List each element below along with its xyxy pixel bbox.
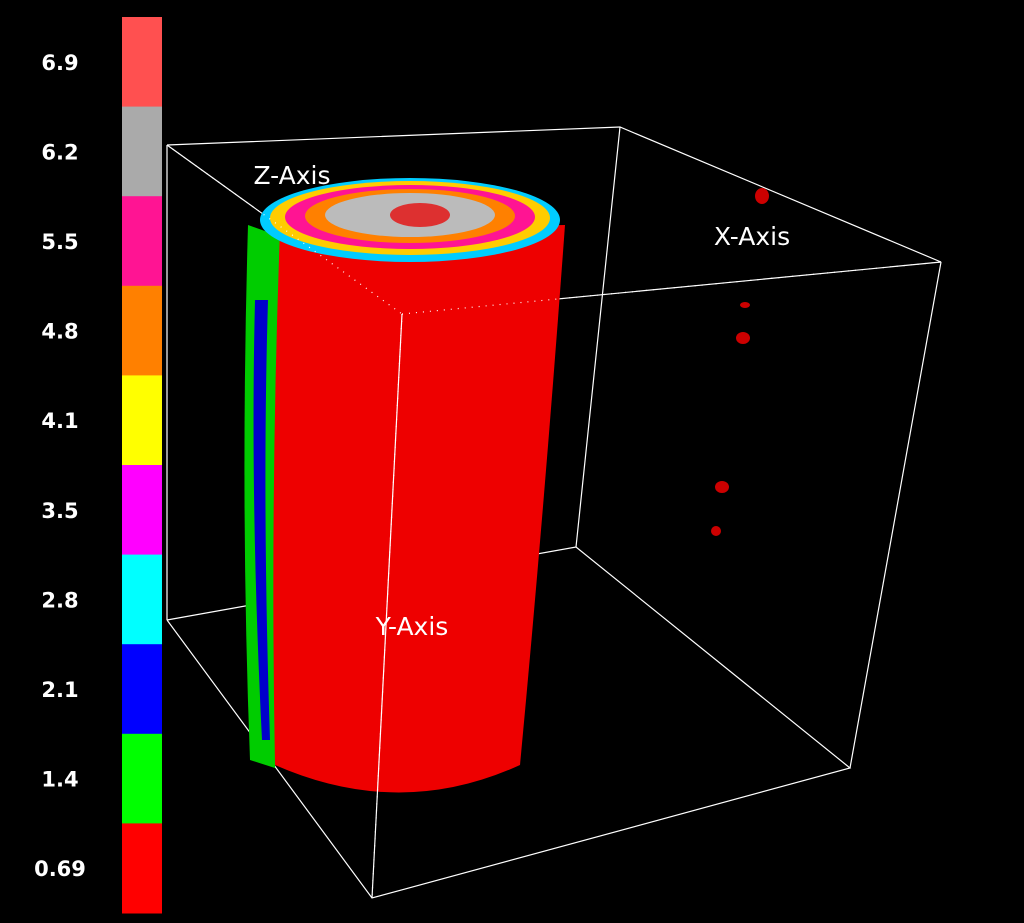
blob xyxy=(740,302,750,308)
core xyxy=(390,203,450,227)
color-swatch xyxy=(122,554,162,645)
blob xyxy=(715,481,729,493)
color-swatch xyxy=(122,17,162,108)
color-swatch xyxy=(122,465,162,556)
blob xyxy=(736,332,750,344)
color-label: 0.69 xyxy=(34,857,86,881)
color-label: 4.8 xyxy=(41,320,78,344)
box-edge xyxy=(575,126,621,548)
color-label: 6.9 xyxy=(41,51,78,75)
x-axis-label: X-Axis xyxy=(714,222,790,251)
color-label: 2.1 xyxy=(41,678,78,702)
blue-band xyxy=(253,300,270,740)
isosurface xyxy=(244,178,769,793)
color-label: 3.5 xyxy=(41,499,78,523)
color-swatch xyxy=(122,196,162,287)
color-swatch xyxy=(122,375,162,466)
blob xyxy=(755,188,769,204)
color-swatch xyxy=(122,285,162,376)
blob xyxy=(711,526,721,536)
color-label: 1.4 xyxy=(41,768,78,792)
z-axis-label: Z-Axis xyxy=(253,161,330,190)
color-label: 5.5 xyxy=(41,230,78,254)
color-swatch xyxy=(122,106,162,197)
y-axis-label: Y-Axis xyxy=(375,612,449,641)
box-edge xyxy=(371,313,403,899)
color-label: 2.8 xyxy=(41,588,78,612)
box-edge xyxy=(849,261,942,769)
color-bar: 6.9 6.2 5.5 4.8 4.1 3.5 2.8 2.1 1.4 0.69 xyxy=(34,17,162,914)
color-swatch xyxy=(122,644,162,735)
cylinder-body xyxy=(273,225,565,793)
color-swatch xyxy=(122,823,162,914)
color-swatch xyxy=(122,733,162,824)
color-label: 6.2 xyxy=(41,140,78,164)
bounding-box-front xyxy=(166,144,942,899)
color-label: 4.1 xyxy=(41,409,78,433)
